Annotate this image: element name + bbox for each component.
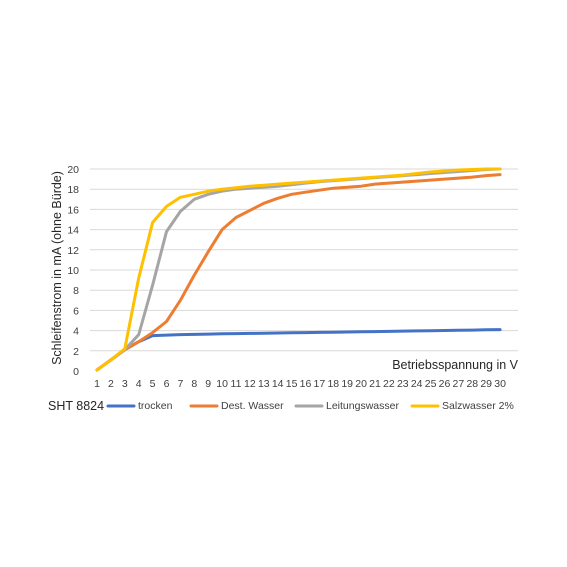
y-tick-label: 14	[67, 225, 79, 237]
y-tick-labels: 0 2 4 6 8 10 12 14 16 18 20	[67, 164, 79, 378]
x-tick-label: 1	[94, 378, 100, 390]
legend-label: trocken	[138, 400, 173, 412]
x-tick-label: 10	[216, 378, 228, 390]
x-tick-label: 17	[314, 378, 326, 390]
y-tick-label: 12	[67, 245, 79, 257]
gridlines	[90, 168, 518, 352]
x-tick-label: 16	[300, 378, 312, 390]
x-tick-label: 29	[480, 378, 492, 390]
series-line-2	[95, 173, 502, 372]
x-tick-label: 12	[244, 378, 256, 390]
x-tick-label: 22	[383, 378, 395, 390]
x-tick-label: 6	[164, 378, 170, 390]
legend-label: Salzwasser 2%	[442, 400, 514, 412]
x-tick-label: 14	[272, 378, 284, 390]
y-tick-label: 18	[67, 184, 79, 196]
y-tick-label: 8	[73, 285, 79, 297]
x-tick-label: 9	[205, 378, 211, 390]
legend: trocken Dest. Wasser Leitungswasser Salzwas…	[106, 400, 514, 412]
y-axis-title: Schleifenstrom in mA (ohne Bürde)	[50, 171, 64, 365]
x-tick-label: 7	[177, 378, 183, 390]
x-tick-label: 11	[231, 378, 242, 390]
series-lines	[95, 167, 502, 372]
x-axis-title: Betriebsspannung in V	[392, 358, 518, 372]
y-tick-label: 6	[73, 305, 79, 317]
x-tick-label: 30	[494, 378, 506, 390]
x-tick-label: 13	[258, 378, 270, 390]
legend-label: Dest. Wasser	[221, 400, 284, 412]
y-tick-label: 2	[73, 346, 79, 358]
x-tick-label: 23	[397, 378, 409, 390]
legend-label: Leitungswasser	[326, 400, 399, 412]
y-tick-label: 0	[73, 366, 79, 378]
x-tick-labels: 1 2 3 4 5 6 7 8 9 10 11 12 13 14 15 16 17 18 19 20 21 22 23 24 2…	[94, 378, 506, 390]
y-tick-label: 16	[67, 204, 79, 216]
x-tick-label: 15	[286, 378, 298, 390]
x-tick-label: 8	[191, 378, 197, 390]
x-tick-label: 18	[327, 378, 339, 390]
x-tick-label: 2	[108, 378, 114, 390]
y-tick-label: 10	[67, 265, 79, 277]
series-line-1	[95, 328, 502, 372]
x-tick-label: 27	[453, 378, 465, 390]
x-tick-label: 28	[466, 378, 478, 390]
x-tick-label: 4	[136, 378, 142, 390]
x-tick-label: 21	[369, 378, 381, 390]
x-tick-label: 25	[425, 378, 437, 390]
y-tick-label: 20	[67, 164, 79, 176]
x-tick-label: 5	[150, 378, 156, 390]
x-tick-label: 26	[439, 378, 451, 390]
x-tick-label: 19	[341, 378, 353, 390]
series-line-4	[95, 167, 502, 372]
x-tick-label: 3	[122, 378, 128, 390]
x-tick-label: 20	[355, 378, 367, 390]
product-label: SHT 8824	[48, 399, 104, 413]
y-tick-label: 4	[73, 326, 79, 338]
x-tick-label: 24	[411, 378, 423, 390]
